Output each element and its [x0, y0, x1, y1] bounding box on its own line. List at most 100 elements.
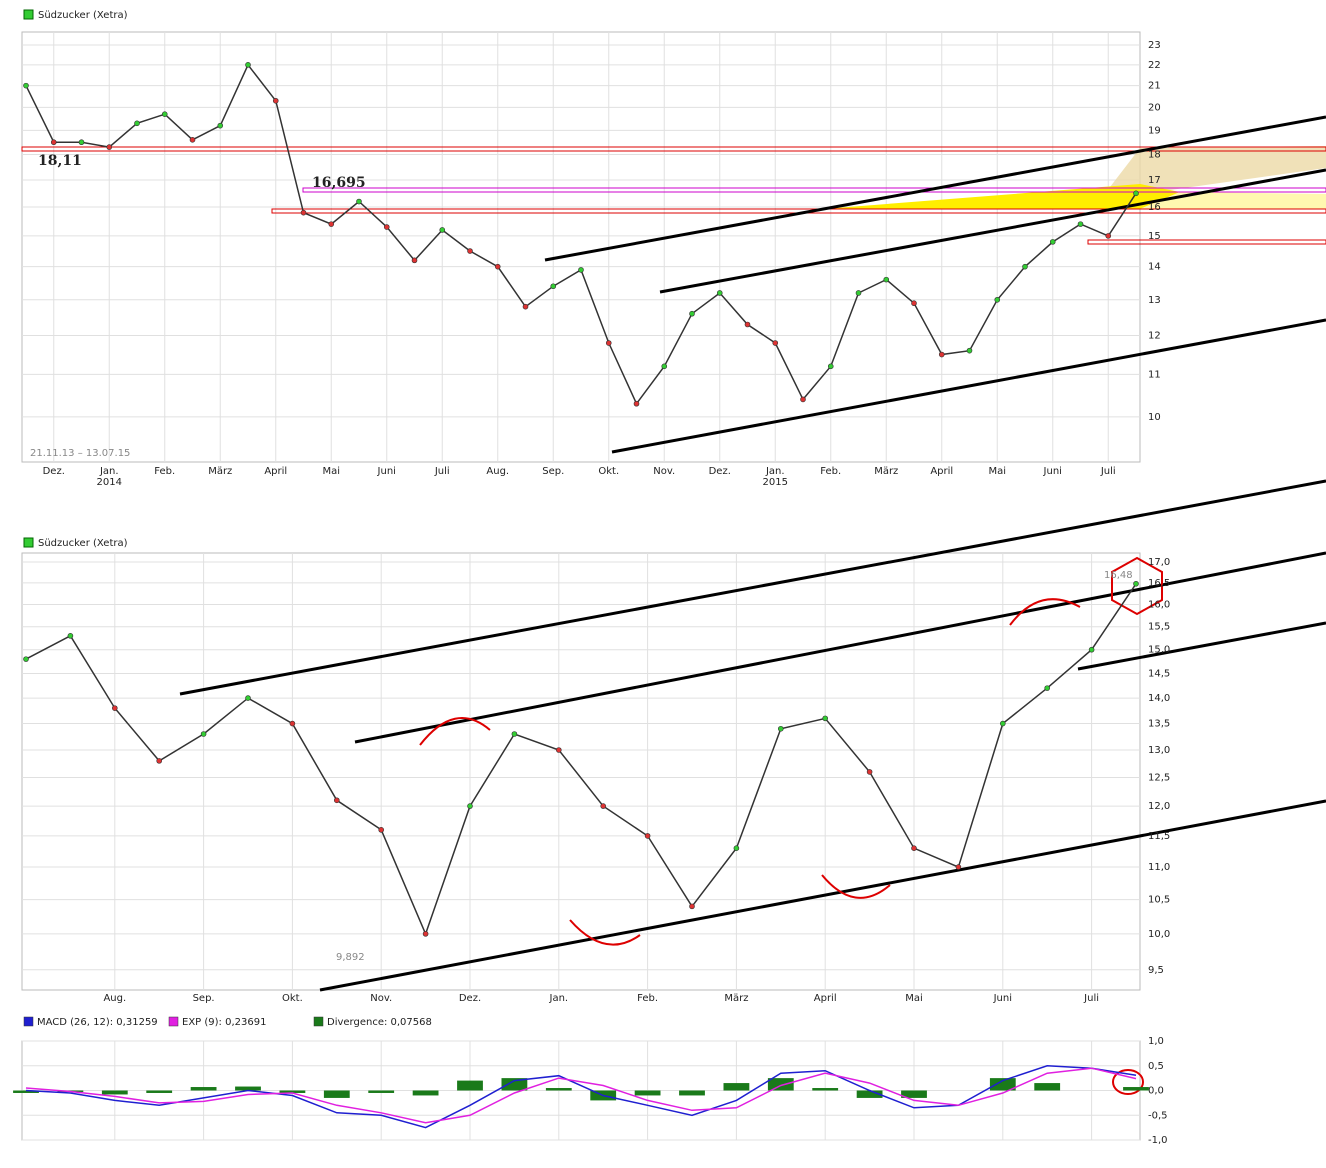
price-point [600, 803, 607, 809]
x-tick-label: Jan. 2014 [96, 466, 122, 488]
x-tick-label: Dez. [708, 466, 731, 477]
divergence-bar [1123, 1087, 1149, 1091]
divergence-bar [545, 1088, 572, 1091]
price-point [777, 725, 784, 732]
drawings [21, 115, 1326, 1095]
y-tick-label: 14,5 [1148, 668, 1170, 679]
y-tick-label: 11,0 [1148, 862, 1170, 873]
divergence-bar [501, 1078, 528, 1091]
price-point [411, 257, 418, 264]
price-point [333, 797, 340, 804]
highlight [1112, 1069, 1144, 1095]
y-tick-label: 18 [1148, 149, 1161, 160]
price-point [605, 340, 612, 346]
y-tick-label: 19 [1148, 125, 1161, 136]
price-point [911, 845, 917, 852]
x-tick-label: Nov. [653, 466, 676, 477]
pattern-arc [419, 717, 491, 746]
x-tick-label: Feb. [637, 993, 659, 1004]
price-point [955, 864, 962, 870]
x-tick-label: Jan. 2015 [762, 466, 788, 488]
y-tick-label: -1,0 [1148, 1135, 1168, 1146]
x-tick-label: Okt. [598, 466, 620, 477]
price-point [200, 731, 207, 737]
price-point [550, 283, 557, 290]
y-tick-label: 13,5 [1148, 719, 1170, 730]
price-point [67, 633, 74, 639]
x-tick-label: Mai [988, 466, 1007, 477]
y-tick-label: 20 [1148, 102, 1161, 113]
x-tick-label: Jan. [549, 993, 569, 1004]
price-point [911, 300, 917, 307]
legend-label: EXP (9): 0,23691 [182, 1017, 266, 1028]
legend-swatch [23, 1016, 34, 1027]
divergence-bar [368, 1090, 395, 1093]
divergence-bar [235, 1086, 261, 1091]
y-tick-label: 16,5 [1148, 578, 1170, 589]
price-point [356, 198, 362, 205]
price-point [439, 227, 446, 233]
x-tick-label: Sep. [192, 993, 215, 1004]
price-point [1044, 685, 1050, 691]
price-point [161, 111, 168, 117]
price-point [855, 290, 862, 296]
y-tick-label: 13,0 [1148, 745, 1170, 756]
legend-label: MACD (26, 12): 0,31259 [37, 1017, 158, 1028]
price-line [25, 583, 1137, 936]
pattern-arc [1009, 598, 1081, 626]
divergence-bar [901, 1090, 927, 1098]
divergence-bar [323, 1090, 350, 1098]
x-tick-label: April [813, 993, 837, 1004]
trend-line [611, 318, 1326, 454]
price-point [383, 224, 390, 230]
price-point [134, 120, 140, 127]
price-point [555, 747, 562, 753]
price-point [689, 310, 695, 317]
y-tick-label: 10,5 [1148, 895, 1170, 906]
divergence-bar [457, 1080, 483, 1091]
price-point [50, 139, 57, 146]
legend-swatch [23, 537, 34, 548]
annotation: 16,48 [1104, 570, 1133, 581]
y-tick-label: 10 [1148, 412, 1161, 423]
y-tick-label: 0,5 [1148, 1061, 1164, 1072]
divergence-bar [279, 1090, 306, 1093]
indicator-line [25, 1065, 1137, 1129]
x-tick-label: Feb. [154, 466, 176, 477]
y-tick-label: 15 [1148, 231, 1161, 242]
price-point [422, 931, 429, 937]
annotation: 16,695 [312, 175, 366, 191]
x-tick-label: Juli [1100, 466, 1116, 477]
x-tick-label: Mai [905, 993, 923, 1004]
zone [823, 184, 1180, 209]
price-point [578, 267, 584, 273]
price-point [994, 296, 1001, 303]
price-point [883, 276, 890, 283]
y-tick-label: 10,0 [1148, 929, 1170, 940]
x-tick-label: März [208, 466, 233, 477]
price-point [1088, 646, 1095, 653]
divergence-bar [101, 1090, 128, 1095]
y-tick-label: 13 [1148, 295, 1161, 306]
price-point [189, 137, 196, 143]
y-tick-label: 15,5 [1148, 622, 1170, 633]
x-tick-label: März [724, 993, 749, 1004]
price-point [716, 290, 723, 296]
divergence-bar [767, 1078, 794, 1091]
price-point [1049, 239, 1056, 245]
divergence-bar [13, 1090, 39, 1093]
plot-frame [21, 31, 1141, 463]
price-point [644, 833, 651, 839]
price-point [1022, 263, 1028, 270]
annotation: 18,11 [38, 153, 82, 169]
divergence-bar [634, 1090, 661, 1096]
x-tick-label: Nov. [370, 993, 393, 1004]
y-tick-label: 11,5 [1148, 831, 1170, 842]
y-tick-label: 12 [1148, 331, 1161, 342]
pattern-arc [569, 919, 641, 946]
x-tick-label: März [874, 466, 899, 477]
price-point [272, 97, 279, 104]
highlight [1111, 556, 1163, 616]
